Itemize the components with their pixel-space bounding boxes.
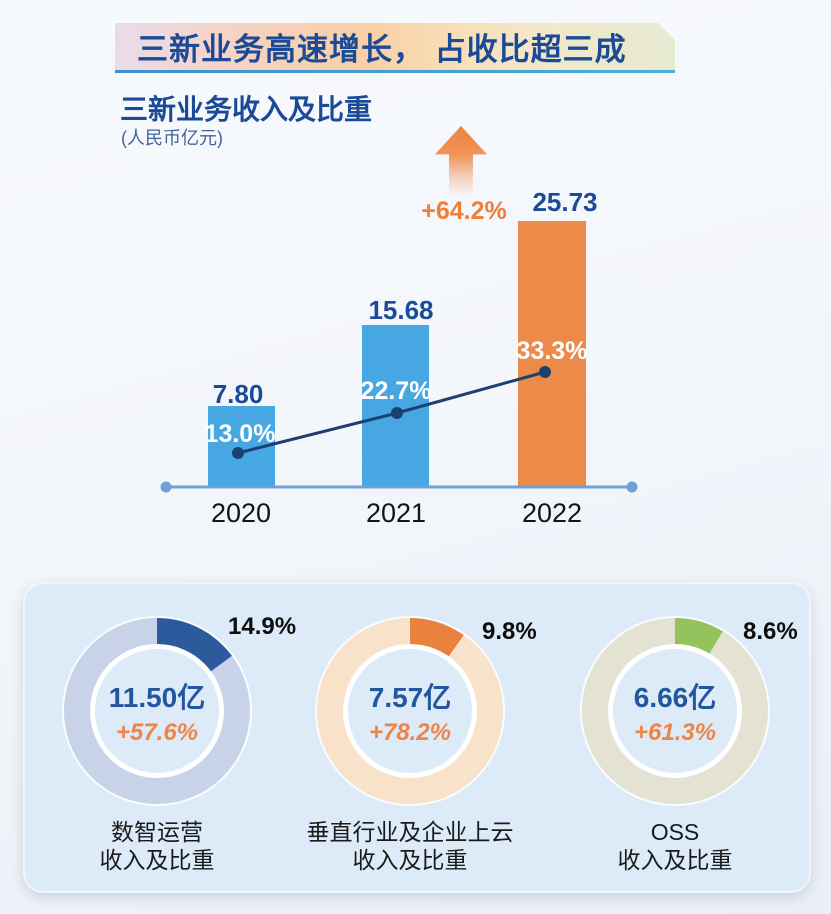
donut-center: 7.57亿 +78.2% [348, 649, 472, 773]
growth-annotation: +64.2% [421, 197, 507, 225]
caption-line1: 垂直行业及企业上云 [306, 819, 514, 845]
section-unit-note: (人民币亿元) [121, 128, 223, 148]
bar-pct-2020: 13.0% [204, 420, 276, 448]
axis-endpoint-left [160, 481, 172, 493]
donut-value: 11.50亿 [108, 681, 206, 713]
donut-center: 11.50亿 +57.6% [95, 649, 219, 773]
bar-pct-2021: 22.7% [360, 377, 432, 405]
donut-caption-vertical-industry-cloud: 垂直行业及企业上云 收入及比重 [240, 818, 580, 874]
bar-value-2020: 7.80 [212, 379, 264, 409]
axis-endpoint-right [626, 481, 638, 493]
caption-line2: 收入及比重 [99, 847, 215, 873]
caption-line2: 收入及比重 [617, 847, 733, 873]
donut-chart-oss: 6.66亿 +61.3% [582, 618, 768, 804]
bar-2021 [362, 325, 429, 487]
donut-value: 7.57亿 [368, 681, 452, 713]
bar-pct-2022: 33.3% [516, 337, 588, 365]
section-title: 三新业务收入及比重 [120, 94, 373, 125]
bar-value-2022: 25.73 [532, 187, 598, 217]
donut-growth: +78.2% [368, 718, 452, 746]
x-label-2020: 2020 [210, 498, 272, 528]
arrow-up-icon [435, 126, 487, 197]
donut-value: 6.66亿 [633, 681, 717, 713]
donut-growth: +57.6% [115, 718, 199, 746]
bar-value-2021: 15.68 [368, 295, 434, 325]
donut-center: 6.66亿 +61.3% [613, 649, 737, 773]
caption-line1: OSS [650, 819, 700, 845]
donut-callout-oss: 8.6% [743, 618, 798, 645]
donut-chart-vertical-industry-cloud: 7.57亿 +78.2% [317, 618, 503, 804]
x-label-2021: 2021 [365, 498, 427, 528]
banner-underline [115, 70, 675, 73]
donut-caption-oss: OSS 收入及比重 [505, 818, 831, 874]
donut-chart-digital-operation: 11.50亿 +57.6% [64, 618, 250, 804]
donut-growth: +61.3% [633, 718, 717, 746]
caption-line1: 数智运营 [111, 819, 203, 845]
donut-caption-digital-operation: 数智运营 收入及比重 [0, 818, 327, 874]
x-label-2022: 2022 [521, 498, 583, 528]
caption-line2: 收入及比重 [352, 847, 468, 873]
banner-title: 三新业务高速增长， 占收比超三成 [137, 32, 627, 67]
donut-callout-digital-operation: 14.9% [228, 613, 297, 640]
donut-callout-vertical-industry-cloud: 9.8% [482, 618, 537, 645]
banner: 三新业务高速增长， 占收比超三成 [115, 23, 675, 70]
